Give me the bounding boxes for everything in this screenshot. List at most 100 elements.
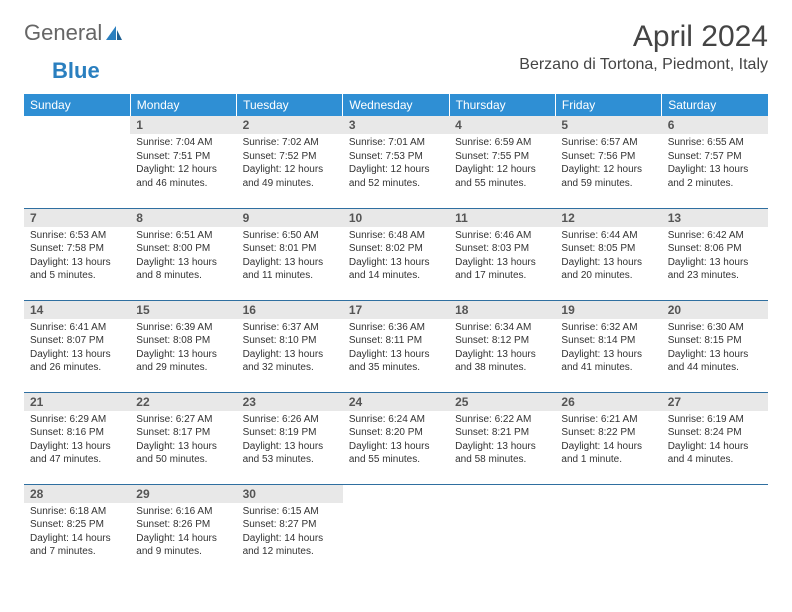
day-details: Sunrise: 6:32 AMSunset: 8:14 PMDaylight:… (555, 319, 661, 379)
day-detail-line: and 11 minutes. (243, 269, 337, 283)
day-details: Sunrise: 6:16 AMSunset: 8:26 PMDaylight:… (130, 503, 236, 563)
day-detail-line: Daylight: 12 hours (561, 163, 655, 177)
day-detail-line: and 53 minutes. (243, 453, 337, 467)
calendar-row: 14Sunrise: 6:41 AMSunset: 8:07 PMDayligh… (24, 300, 768, 392)
weekday-header: Saturday (662, 94, 768, 116)
day-detail-line: and 29 minutes. (136, 361, 230, 375)
calendar-cell: 13Sunrise: 6:42 AMSunset: 8:06 PMDayligh… (662, 208, 768, 300)
calendar-header-row: SundayMondayTuesdayWednesdayThursdayFrid… (24, 94, 768, 116)
day-detail-line: and 59 minutes. (561, 177, 655, 191)
day-detail-line: Sunrise: 6:48 AM (349, 229, 443, 243)
day-detail-line: Sunset: 8:03 PM (455, 242, 549, 256)
day-detail-line: Daylight: 13 hours (455, 256, 549, 270)
day-detail-line: and 7 minutes. (30, 545, 124, 559)
day-number: 27 (662, 393, 768, 411)
day-details: Sunrise: 7:04 AMSunset: 7:51 PMDaylight:… (130, 134, 236, 194)
day-detail-line: and 32 minutes. (243, 361, 337, 375)
day-detail-line: Daylight: 14 hours (668, 440, 762, 454)
calendar-cell: 14Sunrise: 6:41 AMSunset: 8:07 PMDayligh… (24, 300, 130, 392)
day-details: Sunrise: 6:48 AMSunset: 8:02 PMDaylight:… (343, 227, 449, 287)
day-detail-line: Sunset: 8:17 PM (136, 426, 230, 440)
day-details: Sunrise: 6:46 AMSunset: 8:03 PMDaylight:… (449, 227, 555, 287)
day-details: Sunrise: 6:39 AMSunset: 8:08 PMDaylight:… (130, 319, 236, 379)
calendar-cell (555, 484, 661, 576)
weekday-header: Monday (130, 94, 236, 116)
calendar-cell: 27Sunrise: 6:19 AMSunset: 8:24 PMDayligh… (662, 392, 768, 484)
calendar-cell: 29Sunrise: 6:16 AMSunset: 8:26 PMDayligh… (130, 484, 236, 576)
day-detail-line: Daylight: 12 hours (455, 163, 549, 177)
day-number: 18 (449, 301, 555, 319)
day-detail-line: Sunrise: 6:37 AM (243, 321, 337, 335)
calendar-cell: 8Sunrise: 6:51 AMSunset: 8:00 PMDaylight… (130, 208, 236, 300)
day-details: Sunrise: 6:36 AMSunset: 8:11 PMDaylight:… (343, 319, 449, 379)
day-detail-line: and 12 minutes. (243, 545, 337, 559)
day-detail-line: and 4 minutes. (668, 453, 762, 467)
day-details: Sunrise: 6:59 AMSunset: 7:55 PMDaylight:… (449, 134, 555, 194)
day-detail-line: Sunset: 7:57 PM (668, 150, 762, 164)
day-detail-line: Daylight: 13 hours (30, 440, 124, 454)
day-number: 13 (662, 209, 768, 227)
day-detail-line: Sunset: 7:53 PM (349, 150, 443, 164)
day-detail-line: Sunrise: 6:34 AM (455, 321, 549, 335)
day-detail-line: and 35 minutes. (349, 361, 443, 375)
day-details: Sunrise: 6:29 AMSunset: 8:16 PMDaylight:… (24, 411, 130, 471)
day-detail-line: and 26 minutes. (30, 361, 124, 375)
calendar-cell: 25Sunrise: 6:22 AMSunset: 8:21 PMDayligh… (449, 392, 555, 484)
day-detail-line: Daylight: 12 hours (136, 163, 230, 177)
day-number: 30 (237, 485, 343, 503)
calendar-table: SundayMondayTuesdayWednesdayThursdayFrid… (24, 94, 768, 576)
weekday-header: Wednesday (343, 94, 449, 116)
calendar-cell (662, 484, 768, 576)
calendar-cell: 23Sunrise: 6:26 AMSunset: 8:19 PMDayligh… (237, 392, 343, 484)
day-detail-line: Daylight: 13 hours (561, 256, 655, 270)
day-detail-line: Sunset: 8:15 PM (668, 334, 762, 348)
calendar-cell: 21Sunrise: 6:29 AMSunset: 8:16 PMDayligh… (24, 392, 130, 484)
day-detail-line: Sunrise: 6:39 AM (136, 321, 230, 335)
day-detail-line: Sunrise: 6:57 AM (561, 136, 655, 150)
day-detail-line: Sunset: 8:22 PM (561, 426, 655, 440)
day-number: 3 (343, 116, 449, 134)
calendar-cell: 10Sunrise: 6:48 AMSunset: 8:02 PMDayligh… (343, 208, 449, 300)
day-detail-line: Sunset: 7:55 PM (455, 150, 549, 164)
calendar-cell: 1Sunrise: 7:04 AMSunset: 7:51 PMDaylight… (130, 116, 236, 208)
day-detail-line: Daylight: 13 hours (30, 256, 124, 270)
day-detail-line: Sunrise: 6:30 AM (668, 321, 762, 335)
day-detail-line: Sunset: 8:08 PM (136, 334, 230, 348)
day-detail-line: Sunrise: 6:36 AM (349, 321, 443, 335)
day-number: 16 (237, 301, 343, 319)
day-detail-line: and 46 minutes. (136, 177, 230, 191)
day-detail-line: Daylight: 13 hours (668, 348, 762, 362)
calendar-row: 21Sunrise: 6:29 AMSunset: 8:16 PMDayligh… (24, 392, 768, 484)
day-detail-line: Sunrise: 6:32 AM (561, 321, 655, 335)
day-detail-line: Daylight: 14 hours (30, 532, 124, 546)
day-detail-line: Daylight: 13 hours (30, 348, 124, 362)
calendar-row: 1Sunrise: 7:04 AMSunset: 7:51 PMDaylight… (24, 116, 768, 208)
calendar-cell: 28Sunrise: 6:18 AMSunset: 8:25 PMDayligh… (24, 484, 130, 576)
day-detail-line: and 5 minutes. (30, 269, 124, 283)
day-detail-line: Sunset: 7:51 PM (136, 150, 230, 164)
day-detail-line: Daylight: 13 hours (136, 256, 230, 270)
day-number: 28 (24, 485, 130, 503)
calendar-cell: 15Sunrise: 6:39 AMSunset: 8:08 PMDayligh… (130, 300, 236, 392)
day-detail-line: Sunset: 8:21 PM (455, 426, 549, 440)
day-detail-line: Sunrise: 6:16 AM (136, 505, 230, 519)
day-details: Sunrise: 6:37 AMSunset: 8:10 PMDaylight:… (237, 319, 343, 379)
day-detail-line: Sunrise: 6:50 AM (243, 229, 337, 243)
day-details: Sunrise: 7:01 AMSunset: 7:53 PMDaylight:… (343, 134, 449, 194)
calendar-row: 28Sunrise: 6:18 AMSunset: 8:25 PMDayligh… (24, 484, 768, 576)
day-detail-line: Sunset: 8:26 PM (136, 518, 230, 532)
day-detail-line: Daylight: 13 hours (243, 348, 337, 362)
day-details: Sunrise: 6:41 AMSunset: 8:07 PMDaylight:… (24, 319, 130, 379)
weekday-header: Thursday (449, 94, 555, 116)
day-detail-line: Sunrise: 7:04 AM (136, 136, 230, 150)
day-details: Sunrise: 6:30 AMSunset: 8:15 PMDaylight:… (662, 319, 768, 379)
day-detail-line: Daylight: 13 hours (668, 163, 762, 177)
day-number: 29 (130, 485, 236, 503)
logo: General (24, 20, 126, 46)
day-detail-line: Daylight: 13 hours (136, 348, 230, 362)
day-details: Sunrise: 6:57 AMSunset: 7:56 PMDaylight:… (555, 134, 661, 194)
day-detail-line: Sunset: 8:00 PM (136, 242, 230, 256)
day-detail-line: and 47 minutes. (30, 453, 124, 467)
day-detail-line: Sunrise: 6:21 AM (561, 413, 655, 427)
day-detail-line: Daylight: 13 hours (561, 348, 655, 362)
